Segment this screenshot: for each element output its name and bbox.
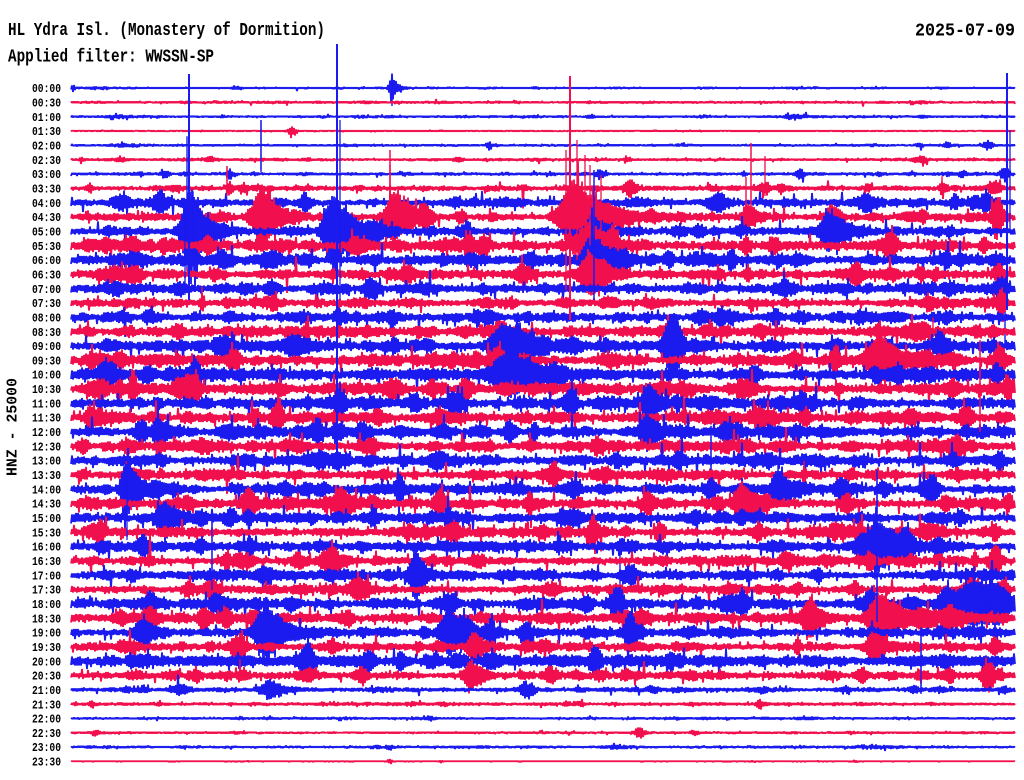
svg-text:15:30: 15:30 bbox=[32, 526, 61, 540]
svg-text:04:00: 04:00 bbox=[32, 197, 61, 211]
svg-text:22:00: 22:00 bbox=[32, 713, 61, 727]
svg-text:06:30: 06:30 bbox=[32, 269, 61, 283]
svg-text:03:00: 03:00 bbox=[32, 168, 61, 182]
svg-text:2025-07-09: 2025-07-09 bbox=[915, 22, 1015, 42]
svg-text:11:30: 11:30 bbox=[32, 412, 61, 426]
svg-text:13:00: 13:00 bbox=[32, 455, 61, 469]
svg-text:01:30: 01:30 bbox=[32, 125, 61, 139]
svg-text:02:00: 02:00 bbox=[32, 140, 61, 154]
svg-text:07:00: 07:00 bbox=[32, 283, 61, 297]
svg-text:18:00: 18:00 bbox=[32, 598, 61, 612]
svg-text:09:00: 09:00 bbox=[32, 340, 61, 354]
svg-text:22:30: 22:30 bbox=[32, 727, 61, 741]
svg-text:HL Ydra Isl. (Monastery of Dor: HL Ydra Isl. (Monastery of Dormition) bbox=[8, 21, 325, 41]
svg-text:16:00: 16:00 bbox=[32, 541, 61, 555]
svg-text:21:30: 21:30 bbox=[32, 698, 61, 712]
svg-text:05:00: 05:00 bbox=[32, 226, 61, 240]
svg-text:13:30: 13:30 bbox=[32, 469, 61, 483]
svg-text:20:00: 20:00 bbox=[32, 655, 61, 669]
svg-text:14:00: 14:00 bbox=[32, 483, 61, 497]
svg-text:12:30: 12:30 bbox=[32, 440, 61, 454]
svg-text:17:00: 17:00 bbox=[32, 569, 61, 583]
svg-text:23:00: 23:00 bbox=[32, 741, 61, 755]
svg-text:18:30: 18:30 bbox=[32, 612, 61, 626]
svg-text:14:30: 14:30 bbox=[32, 498, 61, 512]
svg-text:19:00: 19:00 bbox=[32, 627, 61, 641]
svg-text:19:30: 19:30 bbox=[32, 641, 61, 655]
svg-text:Applied filter: WWSSN-SP: Applied filter: WWSSN-SP bbox=[8, 48, 214, 68]
svg-text:15:00: 15:00 bbox=[32, 512, 61, 526]
svg-text:08:00: 08:00 bbox=[32, 311, 61, 325]
svg-text:23:30: 23:30 bbox=[32, 756, 61, 770]
svg-text:08:30: 08:30 bbox=[32, 326, 61, 340]
svg-text:10:30: 10:30 bbox=[32, 383, 61, 397]
svg-text:01:00: 01:00 bbox=[32, 111, 61, 125]
svg-text:20:30: 20:30 bbox=[32, 670, 61, 684]
svg-text:04:30: 04:30 bbox=[32, 211, 61, 225]
svg-text:05:30: 05:30 bbox=[32, 240, 61, 254]
svg-text:00:00: 00:00 bbox=[32, 82, 61, 96]
svg-text:21:00: 21:00 bbox=[32, 684, 61, 698]
svg-text:16:30: 16:30 bbox=[32, 555, 61, 569]
svg-text:00:30: 00:30 bbox=[32, 97, 61, 111]
svg-text:06:00: 06:00 bbox=[32, 254, 61, 268]
svg-text:HNZ - 25000: HNZ - 25000 bbox=[5, 378, 22, 476]
svg-text:09:30: 09:30 bbox=[32, 354, 61, 368]
svg-text:17:30: 17:30 bbox=[32, 584, 61, 598]
svg-text:12:00: 12:00 bbox=[32, 426, 61, 440]
svg-text:11:00: 11:00 bbox=[32, 397, 61, 411]
svg-text:02:30: 02:30 bbox=[32, 154, 61, 168]
svg-text:07:30: 07:30 bbox=[32, 297, 61, 311]
svg-text:10:00: 10:00 bbox=[32, 369, 61, 383]
svg-text:03:30: 03:30 bbox=[32, 183, 61, 197]
